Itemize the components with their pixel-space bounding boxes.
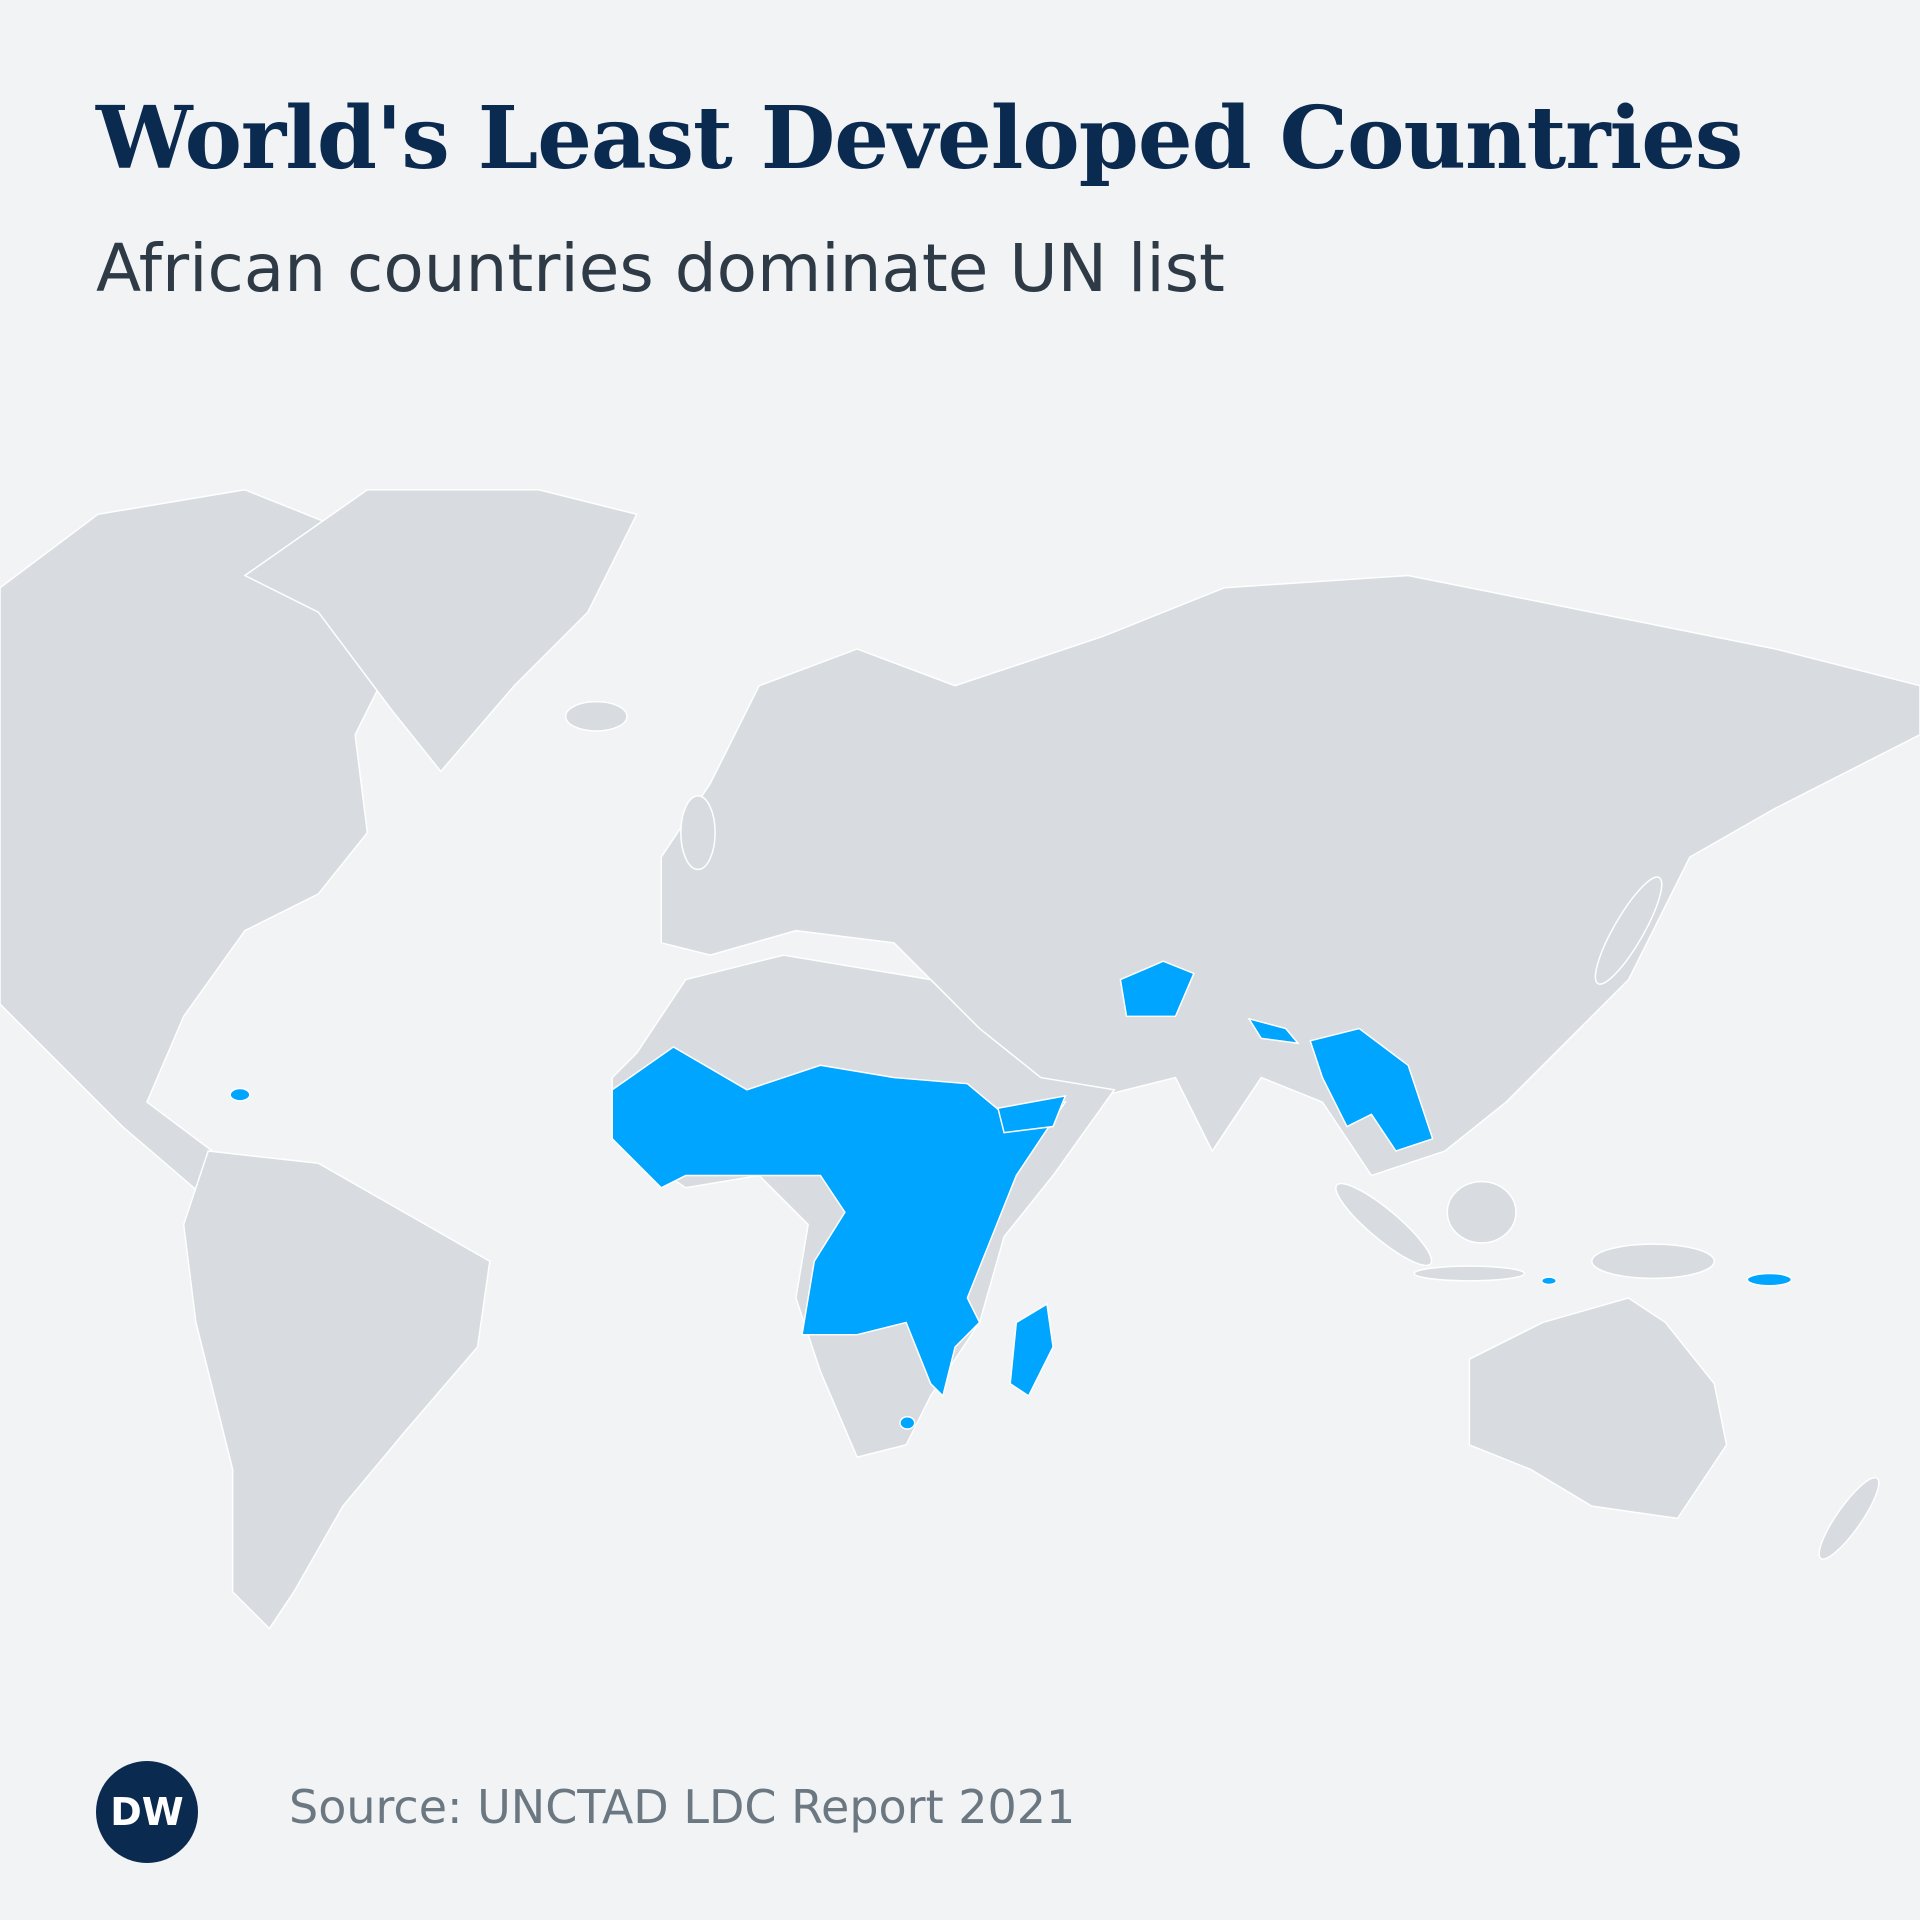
sumatra <box>1335 1182 1433 1267</box>
source: Source: UNCTAD LDC Report 2021 <box>289 1780 1076 1834</box>
haiti <box>229 1087 251 1102</box>
title: World's Least Developed Countries <box>96 88 1743 189</box>
afghanistan <box>1119 960 1195 1018</box>
solomon-islands <box>1746 1272 1793 1287</box>
japan <box>1594 876 1663 985</box>
new-guinea <box>1591 1243 1716 1280</box>
java <box>1413 1265 1526 1282</box>
logo: DW <box>96 1761 198 1863</box>
subtitle: African countries dominate UN list <box>96 230 1225 307</box>
madagascar <box>1009 1302 1054 1397</box>
new-zealand <box>1818 1476 1880 1560</box>
south-america <box>182 1150 491 1630</box>
borneo <box>1446 1180 1517 1244</box>
greenland <box>243 489 638 773</box>
yemen <box>997 1094 1067 1134</box>
ldc-countries <box>229 960 1793 1430</box>
land <box>0 489 1920 1630</box>
timor <box>1540 1276 1558 1286</box>
nepal <box>1247 1017 1300 1045</box>
australia <box>1468 1297 1728 1520</box>
iceland <box>564 700 628 732</box>
mainland-se-asia <box>1309 1027 1434 1152</box>
ldc-africa <box>611 1046 1067 1398</box>
lesotho <box>899 1416 916 1430</box>
britain <box>680 795 716 871</box>
